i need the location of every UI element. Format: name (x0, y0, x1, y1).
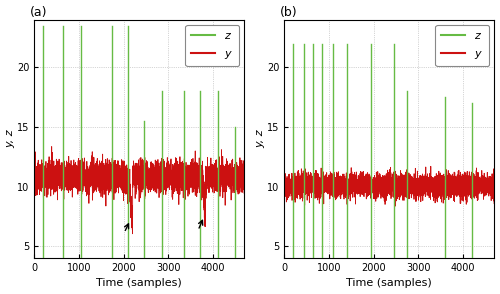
Y-axis label: y, z: y, z (6, 130, 16, 148)
Legend: $z$, $y$: $z$, $y$ (186, 25, 239, 66)
X-axis label: Time (samples): Time (samples) (346, 278, 432, 288)
Text: (a): (a) (30, 6, 48, 19)
X-axis label: Time (samples): Time (samples) (96, 278, 182, 288)
Y-axis label: y, z: y, z (256, 130, 266, 148)
Text: (b): (b) (280, 6, 297, 19)
Legend: $z$, $y$: $z$, $y$ (436, 25, 489, 66)
